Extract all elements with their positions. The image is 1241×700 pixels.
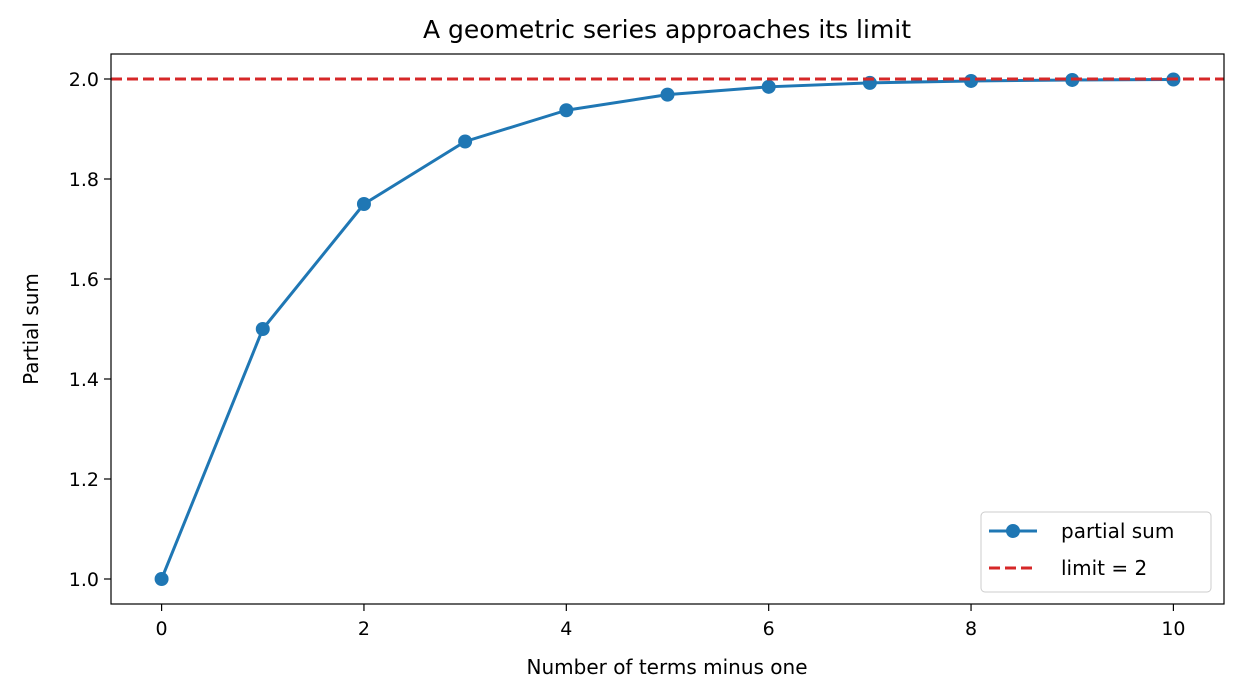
x-tick-label: 6 [763,618,775,640]
data-point [761,79,776,94]
legend-label-limit: limit = 2 [1061,556,1147,580]
plot-frame [110,53,1225,605]
series-line-partial-sum [160,77,1174,580]
y-axis: 1.0 1.2 1.4 1.6 1.8 2.0 [69,69,111,591]
y-tick-label: 1.4 [69,369,99,391]
y-tick-label: 1.2 [69,469,99,491]
y-tick-label: 2.0 [69,69,99,91]
x-tick-label: 0 [156,618,168,640]
chart-title: A geometric series approaches its limit [423,15,911,44]
data-point [458,134,473,149]
series-layer [154,72,1181,586]
y-axis-label: Partial sum [19,273,43,385]
data-point [559,103,574,118]
plot-area [110,53,1225,605]
x-tick-label: 10 [1161,618,1185,640]
data-point [356,197,371,211]
data-point [255,322,270,336]
x-axis-label: Number of terms minus one [527,655,808,679]
y-tick-label: 1.8 [69,169,99,191]
legend-label-partial-sum: partial sum [1061,519,1174,543]
x-tick-label: 8 [965,618,977,640]
data-point [660,87,675,102]
x-tick-label: 2 [358,618,370,640]
x-tick-label: 4 [560,618,572,640]
legend-marker-partial-sum [1006,524,1020,538]
legend: partial sum limit = 2 [980,511,1212,593]
data-point [964,73,979,88]
y-tick-label: 1.0 [69,569,99,591]
y-tick-label: 1.6 [69,269,99,291]
data-point [154,572,169,586]
x-axis: 0 2 4 6 8 10 [156,604,1186,640]
legend-frame [980,511,1212,593]
